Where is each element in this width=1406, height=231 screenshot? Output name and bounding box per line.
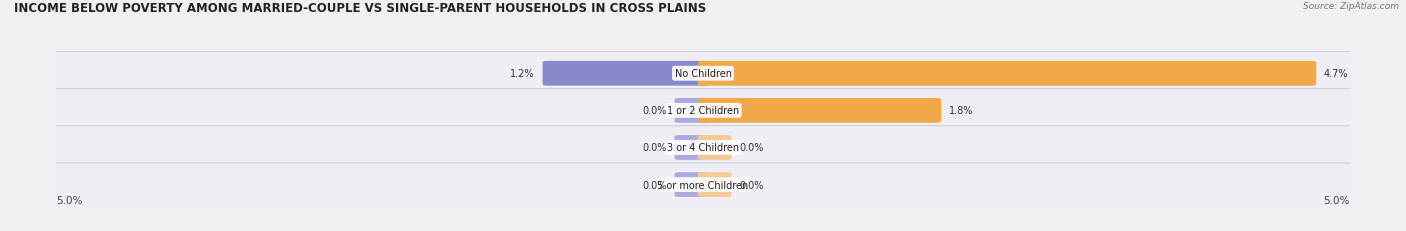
FancyBboxPatch shape xyxy=(675,136,709,160)
Text: 0.0%: 0.0% xyxy=(740,143,763,153)
FancyBboxPatch shape xyxy=(46,89,1360,132)
Text: 0.0%: 0.0% xyxy=(643,180,666,190)
Text: 5.0%: 5.0% xyxy=(56,195,83,205)
FancyBboxPatch shape xyxy=(46,126,1360,169)
FancyBboxPatch shape xyxy=(46,163,1360,206)
Text: 3 or 4 Children: 3 or 4 Children xyxy=(666,143,740,153)
Text: 1.8%: 1.8% xyxy=(949,106,973,116)
Text: 5 or more Children: 5 or more Children xyxy=(658,180,748,190)
Text: 1 or 2 Children: 1 or 2 Children xyxy=(666,106,740,116)
FancyBboxPatch shape xyxy=(697,173,731,197)
FancyBboxPatch shape xyxy=(543,62,709,86)
Text: 0.0%: 0.0% xyxy=(740,180,763,190)
Text: 0.0%: 0.0% xyxy=(643,143,666,153)
FancyBboxPatch shape xyxy=(675,99,709,123)
Text: No Children: No Children xyxy=(675,69,731,79)
FancyBboxPatch shape xyxy=(697,136,731,160)
Text: 5.0%: 5.0% xyxy=(1323,195,1350,205)
Text: 0.0%: 0.0% xyxy=(643,106,666,116)
FancyBboxPatch shape xyxy=(697,62,1316,86)
FancyBboxPatch shape xyxy=(675,173,709,197)
Text: 4.7%: 4.7% xyxy=(1324,69,1348,79)
Text: INCOME BELOW POVERTY AMONG MARRIED-COUPLE VS SINGLE-PARENT HOUSEHOLDS IN CROSS P: INCOME BELOW POVERTY AMONG MARRIED-COUPL… xyxy=(14,2,706,15)
FancyBboxPatch shape xyxy=(697,99,941,123)
Text: Source: ZipAtlas.com: Source: ZipAtlas.com xyxy=(1303,2,1399,11)
Text: 1.2%: 1.2% xyxy=(510,69,534,79)
FancyBboxPatch shape xyxy=(46,52,1360,95)
